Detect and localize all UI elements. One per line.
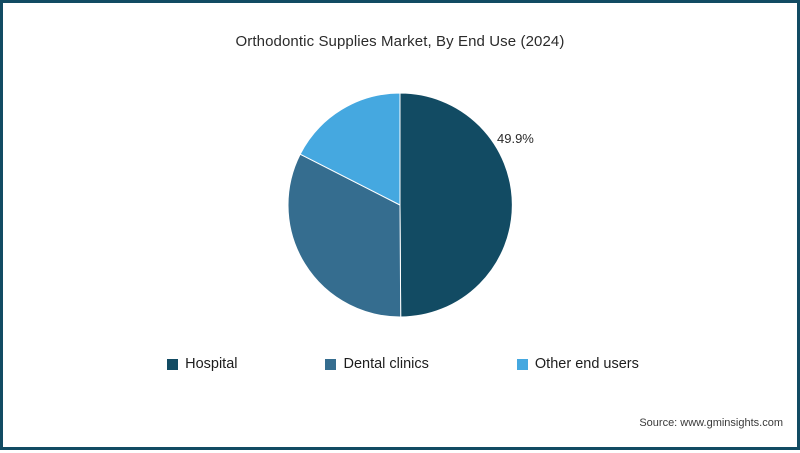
legend-swatch-icon: [325, 358, 337, 370]
legend-label: Hospital: [185, 356, 238, 372]
chart-title: Orthodontic Supplies Market, By End Use …: [235, 33, 565, 50]
pie-slice-other-end-users[interactable]: [299, 93, 401, 206]
pie-chart-area: 49.9%: [3, 3, 800, 453]
legend-swatch-icon: [516, 358, 528, 370]
legend-item-other-end-users[interactable]: Other end users: [516, 356, 639, 372]
legend-label: Dental clinics: [343, 356, 429, 372]
legend-label: Other end users: [534, 356, 639, 372]
chart-legend: Hospital Dental clinics Other end users: [3, 356, 800, 372]
legend-item-hospital[interactable]: Hospital: [167, 356, 237, 372]
pie-slices: [288, 93, 512, 317]
pie-slice-hospital[interactable]: [399, 93, 512, 317]
pie-slice-dental-clinics[interactable]: [288, 153, 402, 317]
source-attribution: Source: www.gminsights.com: [639, 417, 783, 429]
pie-slice-label-hospital: 49.9%: [497, 131, 534, 146]
legend-swatch-icon: [167, 358, 179, 370]
pie-chart: [288, 93, 512, 317]
legend-item-dental-clinics[interactable]: Dental clinics: [325, 356, 429, 372]
